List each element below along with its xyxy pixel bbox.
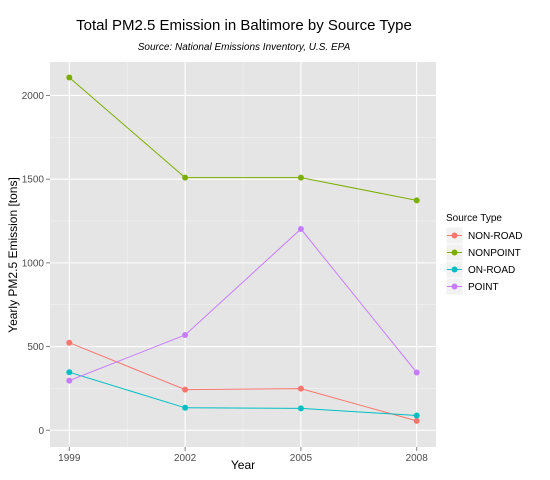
data-point-on-road [297,405,304,412]
data-point-on-road [182,404,189,411]
x-axis-label: Year [231,458,255,472]
y-tick-label: 1000 [22,258,45,269]
x-tick-label: 2008 [406,453,429,464]
legend-title: Source Type [446,213,502,224]
x-tick-label: 1999 [58,453,81,464]
y-tick-label: 0 [38,426,44,437]
series-line-point [69,228,418,382]
y-axis-label: Yearly PM2.5 Emission [tons] [6,177,20,333]
x-tick-label: 2002 [174,453,197,464]
data-point-point [297,225,304,232]
legend-key-on-road [445,260,464,279]
data-point-non-road [66,339,73,346]
data-point-nonpoint [66,74,73,81]
data-point-point [66,377,73,384]
y-tick-label: 1500 [22,175,45,186]
series-line-non-road [69,342,417,422]
chart-title: Total PM2.5 Emission in Baltimore by Sou… [76,17,412,34]
grid-minor [50,62,436,447]
x-axis-ticks: 1999 2002 2005 2008 [58,447,428,464]
data-point-point [413,369,420,376]
legend-label-non-road: NON-ROAD [468,231,522,242]
legend-label-nonpoint: NONPOINT [468,248,521,259]
data-point-nonpoint [413,197,420,204]
data-point-on-road [66,369,73,376]
legend-key-non-road [445,226,464,245]
legend-label-point: POINT [468,282,499,293]
data-point-non-road [182,386,189,393]
grid-major [50,62,436,447]
data-point-point [182,331,189,338]
y-axis-ticks: 0 500 1000 1500 2000 [22,91,50,437]
data-point-non-road [297,385,304,392]
y-tick-label: 2000 [22,91,45,102]
series-lines [68,77,418,422]
legend-label-on-road: ON-ROAD [468,265,515,276]
x-tick-label: 2005 [290,453,313,464]
data-point-on-road [413,412,420,419]
data-point-nonpoint [297,174,304,181]
legend: NON-ROAD NONPOINT ON-ROAD POINT [445,226,522,296]
chart-subtitle: Source: National Emissions Inventory, U.… [138,42,351,53]
legend-key-point [445,277,464,296]
y-tick-label: 500 [27,342,44,353]
legend-key-nonpoint [445,243,464,262]
series-points [66,74,420,424]
series-line-nonpoint [68,77,417,201]
data-point-nonpoint [182,174,189,181]
series-line-on-road [69,371,417,416]
data-point-non-road [413,417,420,424]
